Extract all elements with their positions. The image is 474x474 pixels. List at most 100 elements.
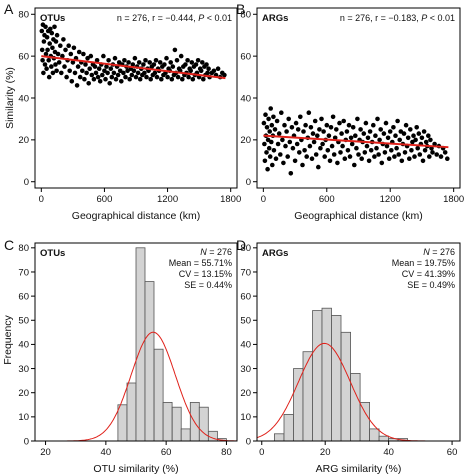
data-point [96, 66, 102, 71]
data-point [80, 68, 85, 74]
data-point [377, 137, 382, 143]
histogram-bar [171, 406, 182, 442]
plot-area [35, 247, 237, 442]
data-point [399, 158, 405, 164]
data-point [46, 74, 52, 80]
data-point [279, 110, 284, 115]
data-point [332, 135, 338, 141]
data-point [359, 156, 365, 161]
data-point [294, 141, 300, 147]
y-tick-label: 30 [18, 364, 29, 375]
plot-frame [34, 242, 238, 442]
data-point [288, 171, 294, 176]
data-point [285, 154, 291, 159]
data-point [295, 127, 301, 132]
data-point [395, 118, 400, 124]
data-point [344, 129, 350, 134]
data-point [201, 76, 206, 82]
data-point [397, 137, 403, 143]
x-tick-label: 40 [383, 447, 394, 458]
data-point [271, 114, 276, 120]
data-point [105, 70, 110, 76]
data-point [283, 143, 288, 149]
data-point [97, 79, 103, 84]
data-point [132, 55, 138, 61]
data-point [135, 70, 141, 76]
panel-letter: B [236, 1, 245, 17]
data-point [326, 133, 332, 138]
data-point [438, 154, 444, 159]
x-axis-title: ARG similarity (%) [316, 463, 402, 474]
data-point [269, 122, 275, 128]
data-point [338, 150, 343, 155]
data-point [46, 58, 51, 63]
data-point [301, 129, 306, 134]
data-point [188, 68, 193, 74]
plot-area [256, 307, 460, 442]
data-point [47, 41, 52, 46]
data-point [318, 145, 323, 151]
panel-tag: OTUs [40, 248, 65, 259]
data-point [356, 152, 361, 157]
stats-line: CV = 41.39% [402, 269, 455, 279]
data-point [272, 127, 278, 132]
data-point [405, 135, 411, 141]
data-point [349, 141, 355, 147]
data-point [306, 110, 312, 115]
y-tick-label: 80 [18, 10, 29, 21]
data-point [43, 24, 48, 30]
data-point [113, 76, 119, 82]
data-point [49, 30, 55, 36]
data-point [407, 156, 412, 161]
data-point [389, 148, 394, 153]
data-point [339, 131, 344, 136]
data-point [52, 24, 57, 30]
data-point [394, 145, 399, 151]
data-point [442, 150, 448, 155]
data-point [382, 150, 388, 155]
histogram-bar [135, 247, 146, 442]
data-point [39, 47, 45, 53]
data-point [206, 66, 211, 71]
data-point [53, 62, 58, 67]
data-point [273, 156, 279, 161]
data-point [419, 135, 425, 141]
y-axis-title: Frequency [2, 314, 14, 364]
x-tick-label: 600 [97, 194, 113, 205]
data-point [403, 122, 409, 128]
y-tick-label: 0 [246, 177, 251, 188]
data-point [282, 122, 287, 128]
data-point [322, 154, 328, 159]
data-point [94, 58, 100, 63]
data-point [430, 150, 435, 155]
data-point [331, 152, 337, 157]
data-point [354, 145, 359, 151]
x-tick-label: 20 [40, 447, 51, 458]
panel-letter: C [4, 237, 14, 253]
data-point [61, 37, 66, 42]
data-point [86, 81, 91, 86]
data-point [262, 158, 268, 164]
histogram-bar [321, 307, 332, 442]
data-point [297, 150, 302, 155]
data-point [164, 55, 169, 61]
data-point [193, 62, 199, 67]
histogram-bar [283, 413, 294, 442]
data-point [92, 64, 98, 69]
data-point [342, 156, 348, 161]
data-point [374, 145, 379, 151]
data-point [63, 47, 68, 53]
data-point [109, 74, 115, 80]
y-tick-label: 0 [24, 436, 29, 447]
data-point [77, 74, 83, 80]
data-point [378, 127, 384, 132]
data-point [122, 58, 127, 63]
data-point [315, 133, 320, 138]
data-point [174, 58, 180, 63]
data-point [316, 164, 321, 170]
data-point [144, 74, 149, 80]
panel-letter: D [236, 237, 246, 253]
data-point [352, 162, 357, 168]
data-point [261, 120, 267, 126]
